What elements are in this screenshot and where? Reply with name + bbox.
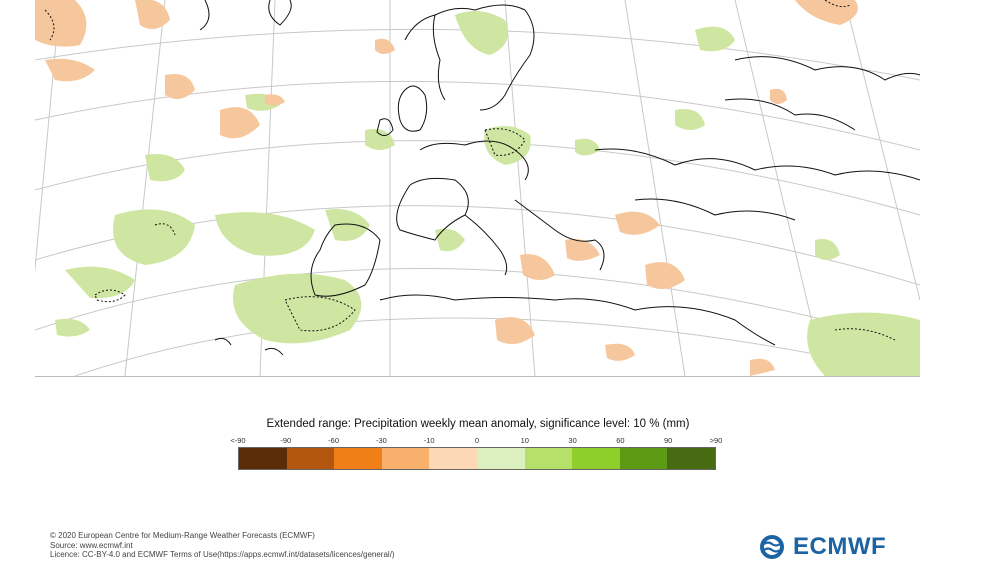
legend-tick-label: -30 (375, 436, 387, 445)
precipitation-anomaly-map (35, 0, 920, 377)
legend-tick-label: -90 (280, 436, 292, 445)
positive-anomaly-patches (55, 11, 920, 376)
legend-swatch (572, 448, 620, 469)
source-text: Source: www.ecmwf.int (50, 540, 133, 550)
legend-tick-label: 30 (568, 436, 577, 445)
legend-title: Extended range: Precipitation weekly mea… (266, 418, 690, 430)
negative-anomaly-patches (35, 0, 858, 376)
copyright-text: © 2020 European Centre for Medium-Range … (50, 531, 315, 540)
logo-text: ECMWF (793, 533, 887, 560)
legend-tick-label: -60 (328, 436, 340, 445)
graticule-lines (35, 0, 920, 376)
europe-map-svg (35, 0, 920, 376)
legend-swatch (239, 448, 287, 469)
legend-swatch (286, 448, 335, 469)
legend-tick-label: >90 (709, 436, 723, 445)
legend-color-bar (238, 447, 716, 470)
ecmwf-logo-icon (760, 535, 784, 559)
legend-swatch (476, 448, 525, 469)
legend-swatch (524, 448, 573, 469)
coastlines (44, 0, 920, 356)
legend-tick-label: 60 (616, 436, 625, 445)
legend-swatch (429, 448, 477, 469)
legend-tick-label: -10 (423, 436, 435, 445)
legend-tick-label: 0 (474, 436, 480, 445)
ecmwf-logo: ECMWF (755, 533, 886, 561)
legend-tick-label: 90 (664, 436, 673, 445)
legend-swatch (381, 448, 430, 469)
legend-tick-labels: <-90 -90 -60 -30 -10 0 10 30 60 90 >90 (230, 436, 722, 448)
legend-swatch (334, 448, 382, 469)
licence-text: Licence: CC-BY-4.0 and ECMWF Terms of Us… (50, 550, 395, 559)
legend-swatch (667, 448, 715, 469)
legend-tick-label: <-90 (230, 436, 246, 445)
legend-swatch (619, 448, 668, 469)
footer-credits: © 2020 European Centre for Medium-Range … (50, 531, 395, 560)
legend-tick-label: 10 (520, 436, 529, 445)
